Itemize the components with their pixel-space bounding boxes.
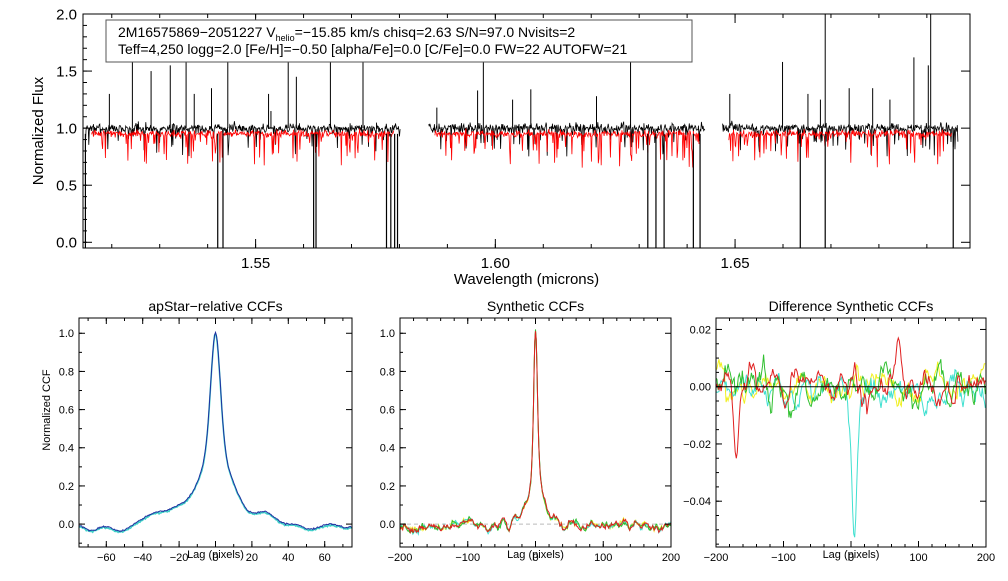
y-tick-label: 0.0 — [56, 235, 77, 252]
spectrum-panel: 1.55 1.60 1.65 0.0 0.5 1.0 1.5 2.0 2M16575869−2… — [30, 6, 971, 288]
apstar-ccf-ylabel: Normalized CCF — [41, 369, 53, 451]
x-tick-label: 40 — [282, 552, 294, 564]
y-tick-label: 2.0 — [56, 6, 77, 23]
difference-ccf-diff-2 — [716, 368, 986, 538]
y-tick-label: 1.5 — [56, 63, 77, 80]
apstar-ccf-ticks: −60 −40 −20 0 20 40 60 0.0 0.2 0.4 0.6 0.8 1.0 — [59, 318, 352, 564]
synthetic-ccf-panel: −200 −100 0 100 200 0.0 0.2 0.4 0.6 0.8 1.0 Synthe… — [380, 298, 680, 564]
y-tick-label: 0.00 — [690, 382, 711, 394]
difference-ccf-ticks: −200 −100 0 100 200 −0.04 −0.02 0.00 0.02 — [683, 318, 995, 564]
x-tick-label: 20 — [246, 552, 258, 564]
y-tick-label: 0.8 — [59, 366, 74, 378]
y-tick-label: 1.0 — [59, 328, 74, 340]
synthetic-ccf-synthetic-1 — [400, 331, 671, 534]
x-tick-label: −40 — [133, 552, 152, 564]
difference-ccf-diff-4 — [716, 336, 986, 459]
y-tick-label: 0.02 — [690, 324, 711, 336]
difference-ccf-panel: −200 −100 0 100 200 −0.04 −0.02 0.00 0.02 Differ… — [683, 298, 995, 564]
spectrum-ylabel: Normalized Flux — [30, 76, 47, 185]
spectrum-info-box — [105, 19, 693, 63]
synthetic-ccf-synthetic-2 — [400, 331, 671, 536]
x-tick-label: 0 — [212, 552, 218, 564]
y-tick-label: 0.8 — [380, 366, 395, 378]
y-tick-label: 0.6 — [380, 404, 395, 416]
model-spectrum-chip-1 — [91, 128, 395, 166]
x-tick-label: 1.55 — [241, 255, 270, 272]
x-tick-label: 1.65 — [720, 255, 749, 272]
x-tick-label: 0 — [532, 552, 538, 564]
y-tick-label: 0.0 — [59, 519, 74, 531]
x-tick-label: 1.60 — [481, 255, 510, 272]
y-tick-label: −0.02 — [683, 439, 711, 451]
y-tick-label: 0.4 — [59, 443, 74, 455]
model-spectrum-chip-2 — [434, 128, 700, 168]
synthetic-ccf-frame — [399, 317, 672, 548]
y-tick-label: 1.0 — [56, 120, 77, 137]
x-tick-label: 100 — [909, 552, 927, 564]
synthetic-ccf-ticks: −200 −100 0 100 200 0.0 0.2 0.4 0.6 0.8 1.0 — [380, 318, 680, 564]
difference-ccf-xlabel: Lag (pixels) — [823, 549, 880, 561]
synthetic-ccf-synthetic-3 — [400, 329, 671, 534]
difference-ccf-frame — [715, 317, 987, 548]
difference-ccf-lines — [716, 336, 986, 538]
y-tick-label: −0.04 — [683, 496, 711, 508]
star-info-line2: Teff=4,250 logg=2.0 [Fe/H]=−0.50 [alpha/… — [118, 41, 627, 57]
apstar-ccf-visit-1 — [79, 331, 352, 534]
apstar-ccf-panel: −60 −40 −20 0 20 40 60 0.0 0.2 0.4 0.6 0.8 1.0 apSta… — [41, 298, 353, 564]
star-params-text: =−15.85 km/s chisq=2.63 S/N=97.0 Nvisits… — [295, 24, 576, 40]
x-tick-label: −60 — [97, 552, 116, 564]
observed-spectrum-chip-2 — [428, 121, 706, 157]
x-tick-label: 200 — [662, 552, 680, 564]
x-tick-label: −200 — [704, 552, 729, 564]
spectrum-lines — [84, 14, 959, 248]
difference-ccf-title: Difference Synthetic CCFs — [769, 298, 934, 314]
synthetic-ccf-xlabel: Lag (pixels) — [507, 549, 564, 561]
x-tick-label: −20 — [170, 552, 189, 564]
apstar-ccf-xlabel: Lag (pixels) — [187, 549, 244, 561]
apstar-ccf-visit-2 — [79, 330, 352, 533]
y-tick-label: 1.0 — [380, 328, 395, 340]
apstar-ccf-lines — [79, 330, 352, 534]
spectrum-frame — [82, 13, 971, 249]
x-tick-label: 0 — [848, 552, 854, 564]
y-tick-label: 0.4 — [380, 443, 395, 455]
x-tick-label: −100 — [771, 552, 796, 564]
x-tick-label: 100 — [594, 552, 612, 564]
y-tick-label: 0.6 — [59, 404, 74, 416]
synthetic-ccf-title: Synthetic CCFs — [487, 298, 584, 314]
apstar-ccf-frame — [78, 317, 353, 548]
y-tick-label: 0.2 — [59, 481, 74, 493]
apstar-ccf-title: apStar−relative CCFs — [148, 298, 282, 314]
synthetic-ccf-synthetic-4 — [400, 331, 671, 534]
y-tick-label: 0.2 — [380, 481, 395, 493]
spectrum-ticks: 1.55 1.60 1.65 0.0 0.5 1.0 1.5 2.0 — [56, 6, 970, 272]
x-tick-label: −200 — [388, 552, 413, 564]
model-spectrum-chip-3 — [728, 128, 952, 168]
synthetic-ccf-lines — [400, 329, 671, 536]
x-tick-label: 60 — [319, 552, 331, 564]
y-tick-label: 0.5 — [56, 177, 77, 194]
x-tick-label: 200 — [977, 552, 995, 564]
helio-subscript: helio — [276, 33, 295, 43]
observed-spectrum-chip-3 — [722, 120, 959, 157]
spectrum-xlabel: Wavelength (microns) — [454, 271, 599, 288]
star-info-line1: 2M16575869−2051227 Vhelio=−15.85 km/s ch… — [118, 24, 575, 43]
x-tick-label: −100 — [455, 552, 480, 564]
y-tick-label: 0.0 — [380, 519, 395, 531]
star-id-text: 2M16575869−2051227 V — [118, 24, 276, 40]
